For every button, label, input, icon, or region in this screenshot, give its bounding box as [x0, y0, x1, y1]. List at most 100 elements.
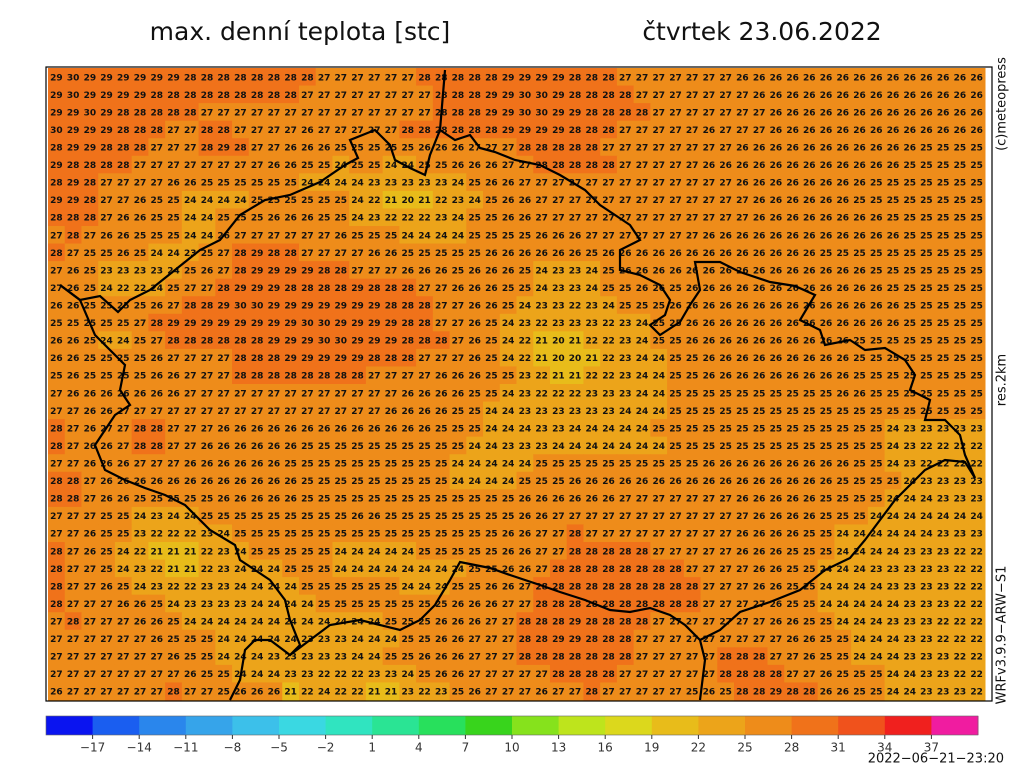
temp-label: 28 — [452, 126, 465, 136]
temp-label: 28 — [586, 670, 599, 680]
temp-label: 27 — [619, 144, 632, 154]
temp-label: 25 — [786, 565, 799, 575]
temp-label: 26 — [837, 161, 850, 171]
colorbar-tick-label: 1 — [368, 741, 376, 755]
temp-label: 25 — [284, 179, 297, 189]
temp-label: 25 — [820, 389, 833, 399]
temp-cell — [851, 120, 869, 139]
temp-label: 25 — [368, 530, 381, 540]
temp-label: 26 — [803, 460, 816, 470]
temp-label: 25 — [234, 530, 247, 540]
temp-label: 23 — [619, 319, 632, 329]
temp-label: 28 — [535, 144, 548, 154]
temp-label: 26 — [686, 249, 699, 259]
temp-label: 28 — [284, 284, 297, 294]
temp-cell — [817, 155, 835, 174]
temp-label: 26 — [268, 460, 281, 470]
temp-label: 24 — [636, 354, 649, 364]
temp-label: 26 — [803, 196, 816, 206]
temp-label: 26 — [954, 91, 967, 101]
temp-label: 26 — [167, 653, 180, 663]
temp-label: 25 — [502, 372, 515, 382]
temp-label: 26 — [519, 495, 532, 505]
temp-label: 27 — [84, 565, 97, 575]
temp-label: 29 — [251, 249, 264, 259]
temp-cell — [600, 120, 618, 139]
temp-label: 26 — [753, 512, 766, 522]
temp-cell — [181, 138, 200, 157]
temp-label: 27 — [719, 600, 732, 610]
temp-label: 26 — [150, 618, 163, 628]
temp-label: 27 — [251, 108, 264, 118]
temp-label: 26 — [50, 337, 63, 347]
temp-label: 25 — [853, 477, 866, 487]
temp-cell — [934, 85, 953, 104]
temp-label: 23 — [920, 565, 933, 575]
temp-label: 24 — [619, 424, 632, 434]
temp-label: 27 — [201, 407, 214, 417]
temp-label: 24 — [887, 688, 900, 698]
temp-label: 25 — [485, 196, 498, 206]
temp-label: 26 — [368, 512, 381, 522]
temp-label: 23 — [920, 424, 933, 434]
temp-label: 27 — [602, 214, 615, 224]
temp-label: 28 — [167, 108, 180, 118]
temp-label: 26 — [770, 179, 783, 189]
temp-label: 25 — [485, 530, 498, 540]
temp-cell — [265, 85, 283, 104]
temp-label: 24 — [251, 600, 264, 610]
temp-label: 28 — [150, 442, 163, 452]
temp-label: 24 — [418, 582, 431, 592]
temp-label: 25 — [485, 319, 498, 329]
temp-cell — [884, 85, 902, 104]
temp-label: 25 — [703, 407, 716, 417]
temp-label: 26 — [820, 354, 833, 364]
temp-label: 30 — [50, 126, 63, 136]
temp-label: 26 — [753, 231, 766, 241]
temp-label: 29 — [502, 126, 515, 136]
temp-cell — [64, 138, 82, 157]
temp-label: 25 — [134, 302, 147, 312]
temp-label: 26 — [753, 302, 766, 312]
temp-label: 27 — [652, 214, 665, 224]
temp-label: 29 — [50, 108, 63, 118]
temp-cell — [232, 173, 250, 192]
temp-label: 25 — [602, 266, 615, 276]
temp-label: 26 — [217, 460, 230, 470]
temp-label: 24 — [837, 618, 850, 628]
temp-label: 25 — [586, 249, 599, 259]
temp-label: 26 — [770, 161, 783, 171]
temp-label: 27 — [669, 512, 682, 522]
temp-cell — [499, 173, 517, 192]
temp-label: 26 — [937, 73, 950, 83]
temp-label: 30 — [535, 108, 548, 118]
temp-label: 28 — [217, 126, 230, 136]
temp-label: 26 — [770, 91, 783, 101]
temp-label: 27 — [652, 618, 665, 628]
temp-label: 27 — [435, 284, 448, 294]
temp-cell — [332, 120, 350, 139]
temp-label: 28 — [84, 161, 97, 171]
temp-cell — [918, 85, 936, 104]
temp-label: 23 — [569, 266, 582, 276]
temp-label: 25 — [401, 635, 414, 645]
temp-cell — [98, 68, 116, 87]
temp-label: 26 — [586, 495, 599, 505]
temp-label: 27 — [652, 547, 665, 557]
temp-label: 26 — [837, 91, 850, 101]
temp-label: 28 — [586, 582, 599, 592]
temp-label: 28 — [234, 354, 247, 364]
temp-label: 26 — [903, 91, 916, 101]
temp-cell — [583, 138, 601, 157]
temp-label: 22 — [602, 354, 615, 364]
temp-cell — [549, 120, 568, 139]
temp-label: 23 — [937, 688, 950, 698]
temp-cell — [131, 173, 149, 192]
temp-label: 26 — [820, 670, 833, 680]
temp-cell — [549, 85, 568, 104]
temp-cell — [483, 190, 501, 209]
temp-label: 27 — [167, 442, 180, 452]
temp-cell — [683, 103, 702, 122]
temp-label: 28 — [167, 91, 180, 101]
temp-label: 24 — [401, 582, 414, 592]
